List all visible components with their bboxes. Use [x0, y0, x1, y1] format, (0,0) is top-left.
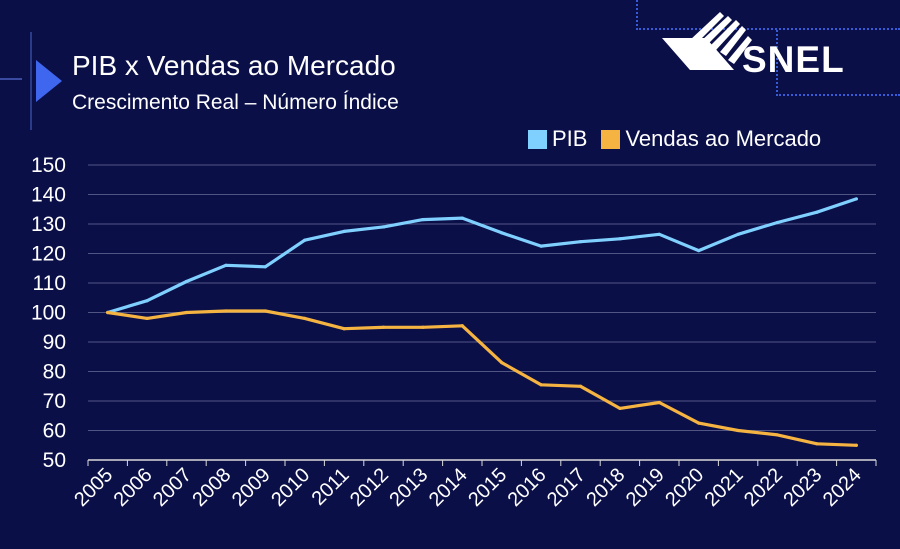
data-point-vendas: [578, 384, 583, 388]
chart-legend: PIB Vendas ao Mercado: [528, 126, 835, 152]
chart-title: PIB x Vendas ao Mercado: [72, 50, 396, 81]
data-point-vendas: [657, 400, 661, 405]
x-tick-label: 2008: [188, 464, 235, 511]
data-point-pib: [500, 231, 504, 235]
x-tick-label: 2014: [425, 464, 472, 511]
y-tick-label: 90: [43, 331, 66, 354]
x-tick-label: 2022: [740, 464, 787, 511]
x-tick-label: 2011: [308, 464, 354, 510]
legend-swatch-pib: [528, 129, 547, 149]
legend-swatch-vendas: [601, 129, 621, 149]
data-point-vendas: [775, 433, 780, 437]
x-tick-label: 2016: [504, 464, 551, 511]
data-point-pib: [578, 240, 583, 244]
title-arrow-icon: [36, 60, 62, 102]
data-point-vendas: [106, 310, 110, 315]
data-point-vendas: [184, 310, 189, 315]
data-point-pib: [303, 238, 307, 242]
x-tick-label: 2009: [228, 464, 275, 511]
brand-name: SNEL: [742, 39, 845, 80]
data-point-vendas: [500, 361, 504, 365]
x-tick-label: 2019: [622, 464, 669, 511]
data-point-pib: [854, 197, 858, 201]
x-tick-label: 2006: [110, 464, 157, 511]
data-point-vendas: [421, 325, 425, 329]
data-point-pib: [460, 216, 464, 220]
data-point-pib: [184, 279, 189, 284]
data-point-pib: [263, 265, 267, 269]
x-tick-label: 2020: [661, 464, 708, 511]
decorative-dotted-frame: [636, 0, 900, 30]
data-point-vendas: [815, 442, 819, 446]
data-point-vendas: [460, 324, 464, 328]
data-point-vendas: [539, 383, 543, 387]
legend-label-vendas: Vendas ao Mercado: [625, 126, 822, 151]
x-tick-label: 2005: [70, 464, 117, 511]
data-point-pib: [618, 237, 622, 241]
series-line-vendas: [106, 309, 858, 447]
data-point-vendas: [736, 428, 740, 433]
y-tick-label: 80: [43, 361, 66, 384]
legend-label-pib: PIB: [552, 126, 588, 151]
data-point-vendas: [145, 316, 149, 320]
data-point-vendas: [303, 316, 307, 320]
data-point-vendas: [263, 309, 267, 313]
data-point-vendas: [854, 443, 858, 447]
data-point-vendas: [342, 327, 346, 331]
y-tick-label: 140: [31, 184, 66, 207]
x-tick-label: 2012: [346, 464, 393, 511]
snel-logo-icon: [662, 12, 752, 70]
data-point-vendas: [618, 406, 622, 410]
data-point-vendas: [224, 309, 228, 313]
legend-item-pib: PIB: [528, 126, 587, 152]
x-tick-label: 2007: [149, 464, 196, 511]
y-tick-label: 60: [43, 420, 66, 443]
data-point-pib: [342, 229, 346, 233]
x-tick-label: 2013: [385, 464, 432, 511]
chart-subtitle: Crescimento Real – Número Índice: [72, 91, 399, 114]
y-tick-label: 120: [31, 243, 66, 266]
data-point-pib: [421, 217, 425, 222]
data-point-pib: [697, 248, 701, 253]
decorative-horizontal-line: [0, 78, 22, 80]
data-point-pib: [736, 232, 740, 236]
y-tick-label: 130: [31, 213, 66, 236]
data-point-pib: [775, 220, 780, 225]
y-tick-label: 70: [43, 390, 66, 413]
x-tick-label: 2023: [779, 464, 826, 511]
series-line-pib: [106, 197, 858, 315]
x-tick-label: 2021: [701, 464, 748, 511]
data-point-pib: [224, 263, 228, 267]
x-tick-label: 2017: [543, 464, 590, 511]
data-point-pib: [657, 232, 661, 236]
x-tick-label: 2018: [582, 464, 629, 511]
data-point-vendas: [697, 421, 701, 425]
y-tick-label: 110: [33, 272, 66, 295]
data-point-vendas: [381, 325, 386, 329]
y-tick-label: 100: [31, 302, 66, 325]
x-tick-label: 2015: [464, 464, 511, 511]
decorative-dotted-frame-inner: [776, 30, 900, 96]
y-tick-label: 150: [31, 154, 66, 177]
data-point-pib: [815, 210, 819, 214]
legend-item-vendas: Vendas ao Mercado: [601, 126, 821, 152]
x-tick-label: 2010: [267, 464, 314, 511]
data-point-pib: [381, 225, 386, 229]
decorative-vertical-line: [30, 32, 32, 130]
y-tick-label: 50: [43, 449, 66, 472]
data-point-pib: [145, 299, 149, 303]
data-point-pib: [539, 244, 543, 248]
x-tick-label: 2024: [819, 464, 866, 511]
